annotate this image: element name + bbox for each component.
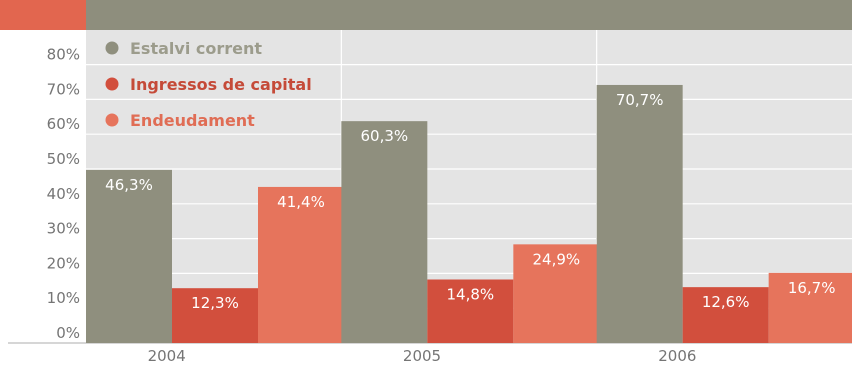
y-tick-label: 50% <box>47 150 80 168</box>
y-tick-label: 10% <box>47 289 80 307</box>
y-tick-label: 30% <box>47 220 80 238</box>
bar-value-label: 46,3% <box>105 176 153 194</box>
x-tick-label: 2004 <box>148 347 186 365</box>
y-tick-label: 20% <box>47 254 80 272</box>
bar-value-label: 16,7% <box>788 279 836 297</box>
bar-value-label: 24,9% <box>533 250 581 268</box>
y-tick-label: 60% <box>47 115 80 133</box>
legend-label: Ingressos de capital <box>130 75 312 94</box>
legend-marker-endeudament <box>105 113 119 127</box>
bar-estalvi-corrent-2006 <box>596 84 683 344</box>
bar-endeudament-2004 <box>258 186 344 343</box>
bar-value-label: 60,3% <box>361 127 409 145</box>
bar-ingressos-de-capital-2005 <box>427 279 514 343</box>
legend-label: Endeudament <box>130 111 255 130</box>
legend-marker-estalvi-corrent <box>105 41 119 55</box>
bar-endeudament-2006 <box>768 272 852 343</box>
y-tick-label: 40% <box>47 185 80 203</box>
bar-estalvi-corrent-2004 <box>86 169 172 343</box>
legend-label: Estalvi corrent <box>130 39 262 58</box>
bar-value-label: 41,4% <box>277 193 325 211</box>
bar-endeudament-2005 <box>513 244 600 343</box>
bar-value-label: 12,3% <box>191 294 239 312</box>
bar-value-label: 12,6% <box>702 293 750 311</box>
y-tick-label: 0% <box>56 324 80 342</box>
legend-marker-ingressos-de-capital <box>105 77 119 91</box>
y-tick-label: 80% <box>47 46 80 64</box>
bar-ingressos-de-capital-2004 <box>172 288 258 343</box>
x-tick-label: 2005 <box>403 347 441 365</box>
bar-estalvi-corrent-2005 <box>341 121 428 343</box>
bar-ingressos-de-capital-2006 <box>682 287 769 343</box>
bar-value-label: 70,7% <box>616 91 664 109</box>
y-tick-label: 70% <box>47 80 80 98</box>
bar-value-label: 14,8% <box>447 285 495 303</box>
header-accent-block <box>0 0 86 30</box>
header-band <box>0 0 852 30</box>
x-tick-label: 2006 <box>658 347 696 365</box>
